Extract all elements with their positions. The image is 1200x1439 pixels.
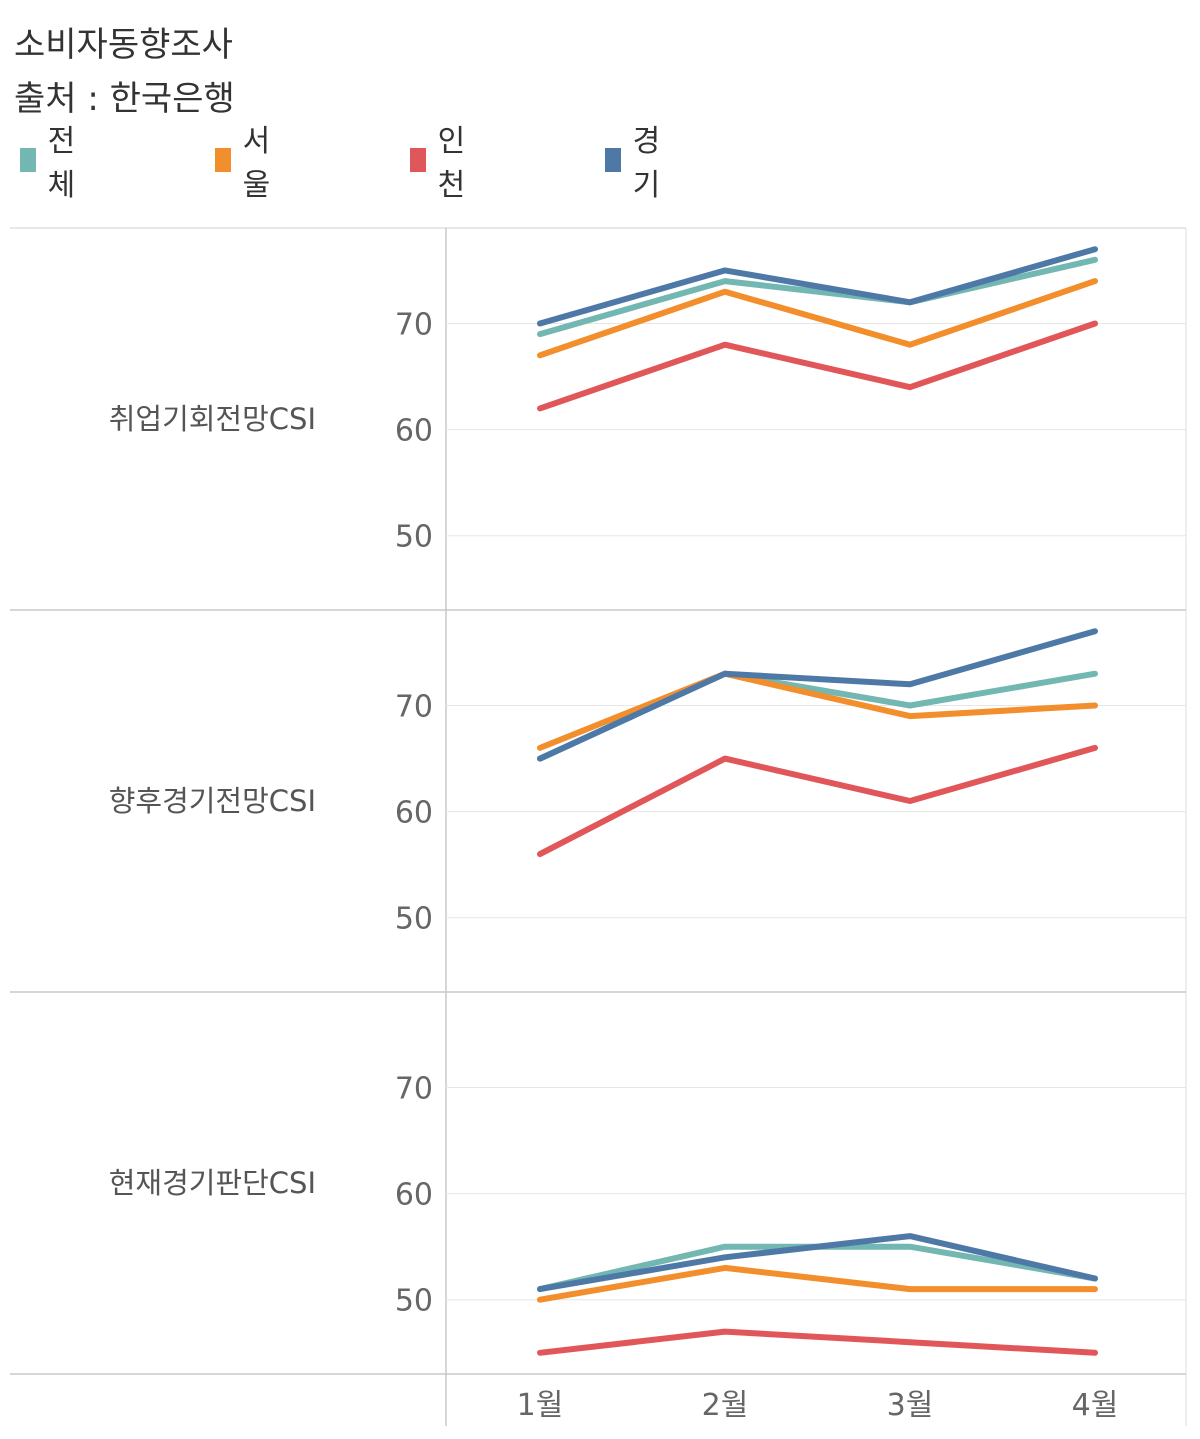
series-line-전체 — [537, 256, 1098, 338]
series-line-서울 — [537, 670, 1098, 751]
panel-label: 향후경기전망CSI — [109, 784, 316, 818]
chart-source: 출처 : 한국은행 — [14, 79, 235, 119]
legend-swatch — [605, 148, 621, 172]
series-line-서울 — [537, 1264, 1098, 1303]
y-tick-label: 60 — [395, 1178, 433, 1213]
series-line-경기 — [537, 628, 1098, 762]
y-tick-label: 50 — [395, 1284, 433, 1319]
x-tick-label: 3월 — [887, 1388, 934, 1423]
legend-label: 전체 — [47, 124, 76, 203]
legend-item-total[interactable]: 전체 — [20, 124, 84, 203]
legend-item-gyeonggi[interactable]: 경기 — [605, 124, 669, 203]
chart-title-block: 소비자동향조사 출처 : 한국은행 — [14, 18, 235, 126]
y-tick-label: 70 — [395, 690, 433, 725]
legend-label: 인천 — [437, 124, 466, 203]
series-line-인천 — [537, 320, 1098, 412]
panel-label: 현재경기판단CSI — [109, 1166, 316, 1200]
legend-label: 서울 — [242, 124, 271, 203]
y-tick-label: 70 — [395, 1072, 433, 1107]
legend-swatch — [20, 148, 36, 172]
y-tick-label: 60 — [395, 414, 433, 449]
y-tick-label: 50 — [395, 902, 433, 937]
series-line-인천 — [537, 744, 1098, 858]
series-line-경기 — [537, 1233, 1098, 1293]
legend-swatch — [215, 148, 231, 172]
series-line-서울 — [537, 278, 1098, 359]
legend-item-seoul[interactable]: 서울 — [215, 124, 279, 203]
x-tick-label: 4월 — [1072, 1388, 1119, 1423]
legend-label: 경기 — [632, 124, 661, 203]
y-tick-label: 70 — [395, 308, 433, 343]
y-tick-label: 60 — [395, 796, 433, 831]
series-line-경기 — [537, 246, 1098, 327]
panel-label: 취업기회전망CSI — [109, 402, 316, 436]
legend-item-incheon[interactable]: 인천 — [410, 124, 474, 203]
x-tick-label: 1월 — [517, 1388, 564, 1423]
x-tick-label: 2월 — [702, 1388, 749, 1423]
y-tick-label: 50 — [395, 520, 433, 555]
chart-title: 소비자동향조사 — [14, 25, 233, 65]
series-line-인천 — [537, 1328, 1098, 1356]
legend-swatch — [410, 148, 426, 172]
